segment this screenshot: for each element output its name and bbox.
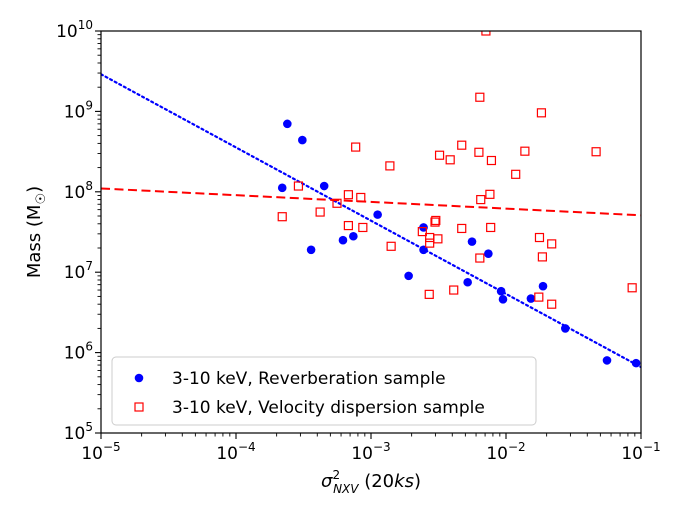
data-point-square — [315, 207, 325, 217]
data-point-square — [434, 150, 445, 160]
data-point-circle — [373, 210, 382, 219]
series-2 — [277, 31, 637, 309]
legend-label: 3-10 keV, Reverberation sample — [172, 369, 446, 389]
data-point-square — [475, 253, 485, 263]
data-point-circle — [631, 358, 641, 368]
data-point-circle — [319, 181, 329, 191]
data-point-square — [474, 147, 484, 157]
data-point-circle — [298, 135, 307, 145]
data-point-circle — [496, 286, 506, 296]
data-point-square — [385, 161, 395, 171]
data-point-square — [520, 146, 530, 156]
data-point-square — [358, 222, 368, 233]
data-point-square — [536, 108, 547, 118]
data-point-square — [627, 283, 637, 293]
data-point-circle — [498, 295, 508, 304]
data-point-square — [430, 217, 440, 227]
data-point-square — [486, 155, 497, 166]
data-point-square — [445, 155, 455, 165]
data-point-square — [332, 198, 342, 208]
legend-frame — [111, 356, 537, 426]
x-tick-label: 10−2 — [486, 440, 525, 464]
y-tick-label: 107 — [64, 259, 93, 283]
data-point-circle — [338, 235, 348, 245]
data-points — [277, 31, 641, 368]
data-point-square — [475, 92, 485, 102]
data-point-circle — [467, 237, 477, 246]
data-point-square — [449, 285, 459, 295]
legend-label: 3-10 keV, Velocity dispersion sample — [172, 398, 485, 418]
data-point-circle — [526, 294, 536, 303]
data-point-square — [457, 140, 467, 150]
data-point-circle — [484, 249, 493, 258]
x-tick-label: 10−5 — [81, 440, 120, 464]
data-point-circle — [602, 356, 612, 365]
y-tick-label: 105 — [64, 420, 93, 444]
data-point-circle — [349, 231, 358, 241]
data-point-square — [485, 189, 495, 199]
data-point-square — [591, 147, 601, 157]
x-tick-label: 10−4 — [216, 440, 255, 464]
data-point-square — [547, 299, 557, 309]
data-point-circle — [306, 245, 316, 255]
data-point-square — [343, 220, 353, 231]
data-point-square — [534, 232, 545, 243]
y-tick-label: 106 — [64, 340, 93, 364]
legend-marker-circle — [134, 373, 144, 383]
fit-lines — [101, 73, 641, 369]
data-point-square — [425, 238, 435, 248]
data-point-circle — [561, 324, 570, 333]
data-point-square — [486, 222, 496, 233]
data-point-square — [386, 241, 396, 251]
y-tick-label: 108 — [64, 179, 93, 203]
data-point-circle — [538, 281, 548, 291]
y-tick-label: 109 — [64, 98, 93, 122]
data-point-square — [457, 223, 467, 234]
data-point-square — [547, 239, 557, 249]
data-point-square — [343, 190, 353, 200]
y-tick-label: 1010 — [56, 18, 93, 42]
data-point-square — [351, 142, 361, 152]
data-point-square — [417, 226, 427, 237]
x-tick-label: 10−3 — [351, 440, 390, 464]
data-point-square — [537, 252, 547, 262]
data-point-square — [293, 181, 304, 191]
data-point-square — [424, 289, 434, 299]
data-point-square — [277, 212, 287, 222]
x-tick-label: 10−1 — [621, 440, 660, 464]
data-point-circle — [277, 183, 287, 193]
data-point-square — [356, 192, 366, 203]
x-axis-label: σ2 NXV (20ks) — [321, 468, 421, 496]
y-axis-label: Mass (M☉) — [24, 186, 49, 278]
data-point-square — [534, 292, 544, 302]
data-point-circle — [404, 271, 413, 281]
data-point-circle — [283, 119, 292, 129]
red-dashed-fit — [101, 187, 641, 217]
blue-dotted-fit — [101, 73, 641, 369]
series-1 — [277, 119, 641, 368]
data-point-square — [511, 169, 521, 179]
data-point-square — [431, 215, 441, 226]
data-point-square — [476, 194, 486, 205]
data-point-square — [481, 31, 491, 36]
legend-marker-square — [134, 402, 144, 412]
data-point-circle — [463, 277, 472, 287]
legend: 3-10 keV, Reverberation sample 3-10 keV, … — [111, 356, 537, 426]
data-point-square — [433, 234, 443, 244]
axis-ticks: 10−5 10−4 10−3 10−2 10−1 105 106 107 108 109 1010 — [56, 18, 661, 464]
